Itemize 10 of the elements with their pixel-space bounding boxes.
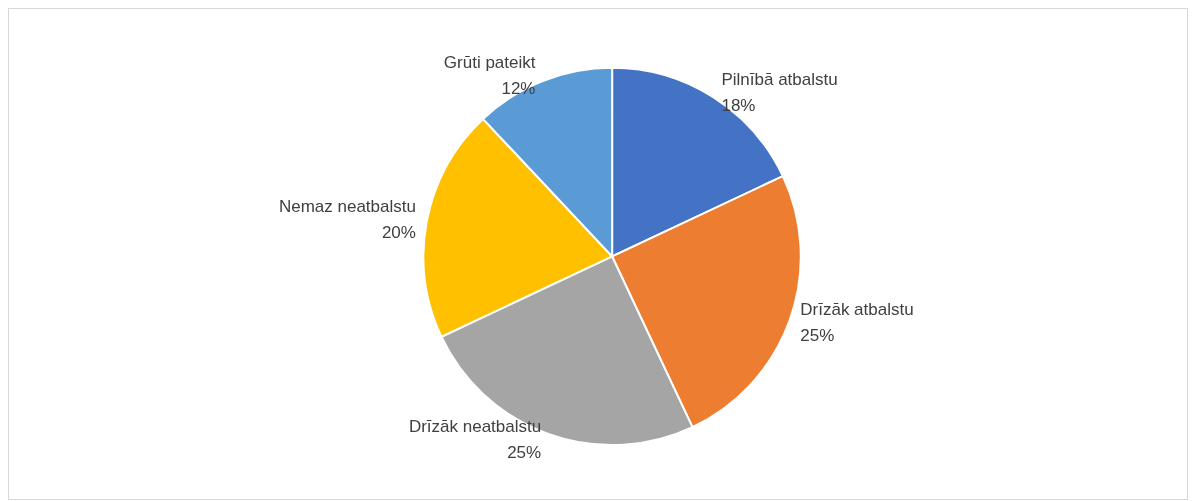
slice-label: Drīzāk atbalstu (800, 299, 914, 319)
slice-label: Drīzāk neatbalstu (408, 417, 542, 437)
data-label: 20% (381, 223, 416, 243)
data-label: 25% (800, 325, 835, 345)
data-label: 12% (501, 78, 536, 98)
data-label: 25% (507, 443, 542, 463)
slice-label: Grūti pateikt (443, 52, 536, 72)
slice-label: Pilnībā atbalstu (721, 69, 838, 89)
slice-label: Nemaz neatbalstu (278, 197, 416, 217)
data-label: 18% (721, 95, 756, 115)
